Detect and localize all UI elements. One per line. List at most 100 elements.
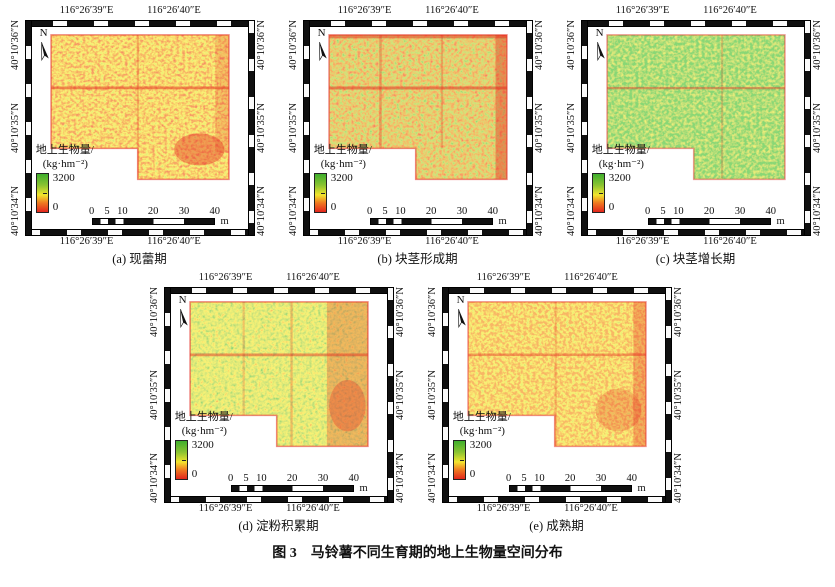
legend-unit: (kg·hm⁻²) (459, 425, 505, 438)
scale-tick: 40 (487, 206, 498, 218)
graticule-border-bottom (164, 496, 393, 502)
scale-tick: 10 (673, 206, 684, 218)
right-latitude-labels: 40°10′36″N 40°10′35″N 40°10′34″N (394, 287, 410, 503)
scale-tick: 0 (366, 206, 373, 218)
longitude-label: 116°26′40″E (147, 236, 201, 247)
longitude-label: 116°26′39″E (198, 503, 253, 514)
top-longitude-labels: 116°26′39″E 116°26′40″E (164, 272, 394, 287)
graticule-border-top (442, 288, 671, 294)
legend-unit: (kg·hm⁻²) (42, 158, 88, 171)
longitude-label: 116°26′40″E (286, 503, 340, 514)
graticule-border-left (303, 21, 310, 235)
latitude-label: 40°10′35″N (10, 103, 22, 153)
scale-tick: 0 (644, 206, 651, 218)
panel-caption: (a) 现蕾期 (112, 252, 167, 266)
graticule-border-top (25, 21, 254, 27)
latitude-label: 40°10′34″N (534, 186, 546, 236)
scale-tick: 20 (425, 206, 437, 218)
scale-bar-ticks: 0 5 10 20 30 40 (89, 206, 220, 218)
longitude-label: 116°26′39″E (476, 503, 531, 514)
latitude-label: 40°10′35″N (256, 103, 268, 153)
longitude-label: 116°26′40″E (564, 272, 618, 283)
latitude-label: 40°10′34″N (427, 453, 439, 503)
longitude-label: 116°26′39″E (476, 272, 531, 283)
right-latitude-labels: 40°10′36″N 40°10′35″N 40°10′34″N (255, 20, 271, 236)
scale-bar-ticks: 0 5 10 20 30 40 (227, 473, 359, 485)
scale-tick: 5 (521, 473, 527, 485)
latitude-label: 40°10′36″N (395, 287, 407, 337)
scale-tick: 5 (382, 206, 388, 218)
latitude-label: 40°10′35″N (673, 370, 685, 420)
latitude-label: 40°10′34″N (256, 186, 268, 236)
scale-tick: 10 (395, 206, 406, 218)
latitude-label: 40°10′34″N (149, 453, 161, 503)
graticule-border-right (803, 21, 810, 235)
north-arrow: N (452, 295, 470, 334)
scale-tick: 20 (286, 473, 298, 485)
north-label: N (595, 27, 604, 40)
legend-unit: (kg·hm⁻²) (598, 158, 644, 171)
latitude-label: 40°10′36″N (673, 287, 685, 337)
latitude-label: 40°10′34″N (812, 186, 824, 236)
graticule-border-right (247, 21, 254, 235)
latitude-label: 40°10′36″N (566, 20, 578, 70)
scale-tick: 10 (117, 206, 128, 218)
longitude-label: 116°26′39″E (337, 5, 392, 16)
scale-tick: 30 (178, 206, 190, 218)
legend: 地上生物量/ (kg·hm⁻²) 3200 0 (35, 143, 94, 213)
scale-bar-bar: m (369, 216, 507, 227)
map-panel-e: 116°26′39″E 116°26′40″E 40°10′36″N 40°10… (418, 272, 696, 535)
map-frame: N 地上生物量/ (kg·hm⁻²) 3200 (24, 20, 255, 236)
longitude-label: 116°26′40″E (703, 236, 757, 247)
scale-tick: 5 (104, 206, 110, 218)
figure-caption: 图 3 马铃薯不同生育期的地上生物量空间分布 (0, 542, 835, 562)
north-arrow-icon (319, 42, 327, 62)
latitude-label: 40°10′35″N (534, 103, 546, 153)
left-latitude-labels: 40°10′36″N 40°10′35″N 40°10′34″N (426, 287, 442, 503)
left-latitude-labels: 40°10′36″N 40°10′35″N 40°10′34″N (148, 287, 164, 503)
scale-bar-ticks: 0 5 10 20 30 40 (366, 206, 498, 218)
legend-title: 地上生物量/ (174, 410, 233, 423)
latitude-label: 40°10′34″N (395, 453, 407, 503)
scale-tick: 20 (147, 206, 159, 218)
scale-tick: 30 (595, 473, 607, 485)
scale-unit: m (498, 216, 507, 228)
north-arrow: N (174, 295, 192, 334)
scale-bar-bar: m (91, 216, 229, 227)
map-frame: N 地上生物量/ (kg·hm⁻²) 3200 (580, 20, 811, 236)
graticule-border-top (164, 288, 393, 294)
longitude-label: 116°26′39″E (615, 236, 670, 247)
figure: 116°26′39″E 116°26′40″E 40°10′36″N 40°10… (0, 5, 835, 562)
legend-colorbar (591, 172, 605, 213)
longitude-label: 116°26′39″E (615, 5, 670, 16)
latitude-label: 40°10′36″N (427, 287, 439, 337)
legend-unit: (kg·hm⁻²) (320, 158, 366, 171)
panel-caption: (e) 成熟期 (529, 519, 584, 533)
scale-tick: 0 (227, 473, 234, 485)
scale-unit: m (220, 216, 229, 228)
north-arrow-icon (597, 42, 605, 62)
legend-min-value: 0 (330, 200, 337, 213)
map-panel-a: 116°26′39″E 116°26′40″E 40°10′36″N 40°10… (1, 5, 279, 268)
graticule-border-left (25, 21, 32, 235)
scale-tick: 30 (456, 206, 468, 218)
graticule-border-right (386, 288, 393, 502)
legend: 地上生物量/ (kg·hm⁻²) 3200 0 (313, 143, 372, 213)
longitude-label: 116°26′40″E (425, 236, 479, 247)
graticule-border-bottom (581, 229, 810, 235)
scale-bar-bar: m (230, 483, 368, 494)
map-panel-b: 116°26′39″E 116°26′40″E 40°10′36″N 40°10… (279, 5, 557, 268)
longitude-label: 116°26′39″E (59, 236, 114, 247)
north-arrow-icon (458, 309, 466, 329)
latitude-label: 40°10′34″N (10, 186, 22, 236)
latitude-label: 40°10′36″N (256, 20, 268, 70)
bottom-longitude-labels: 116°26′39″E 116°26′40″E (581, 236, 811, 251)
legend-colorbar (174, 439, 188, 480)
legend-title: 地上生物量/ (35, 143, 94, 156)
latitude-label: 40°10′35″N (427, 370, 439, 420)
longitude-label: 116°26′40″E (286, 272, 340, 283)
longitude-label: 116°26′39″E (337, 236, 392, 247)
scale-tick: 20 (703, 206, 715, 218)
legend-max-value: 3200 (608, 171, 631, 184)
top-longitude-labels: 116°26′39″E 116°26′40″E (442, 272, 672, 287)
